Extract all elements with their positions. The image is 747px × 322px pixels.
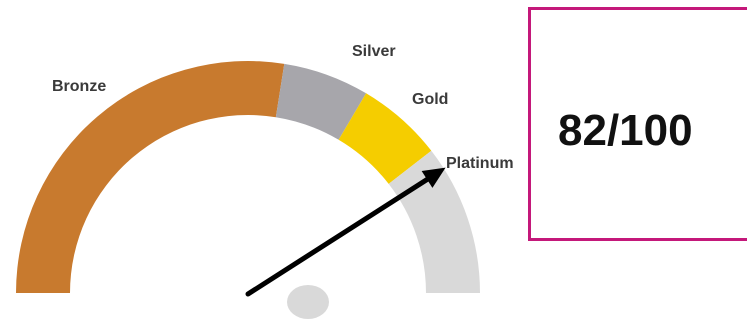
gauge-hub-layer [287, 285, 329, 319]
gauge-hub [287, 285, 329, 319]
band-label-bronze: Bronze [52, 78, 106, 95]
gauge-band-bronze [16, 61, 285, 293]
gauge-bands [16, 61, 480, 293]
band-label-gold: Gold [412, 91, 448, 108]
score-value: 82/100 [558, 106, 693, 155]
gauge-band-gold [338, 93, 432, 184]
gauge-needle-arrowhead [421, 167, 446, 188]
gauge-needle [245, 176, 430, 297]
band-label-platinum: Platinum [446, 155, 514, 172]
band-label-silver: Silver [352, 43, 396, 60]
gauge-chart: Bronze Silver Gold Platinum [16, 43, 514, 319]
gauge-band-silver [275, 63, 367, 140]
gauge-needle-layer [245, 167, 446, 297]
score-panel [528, 7, 747, 241]
gauge-band-platinum [388, 150, 480, 293]
